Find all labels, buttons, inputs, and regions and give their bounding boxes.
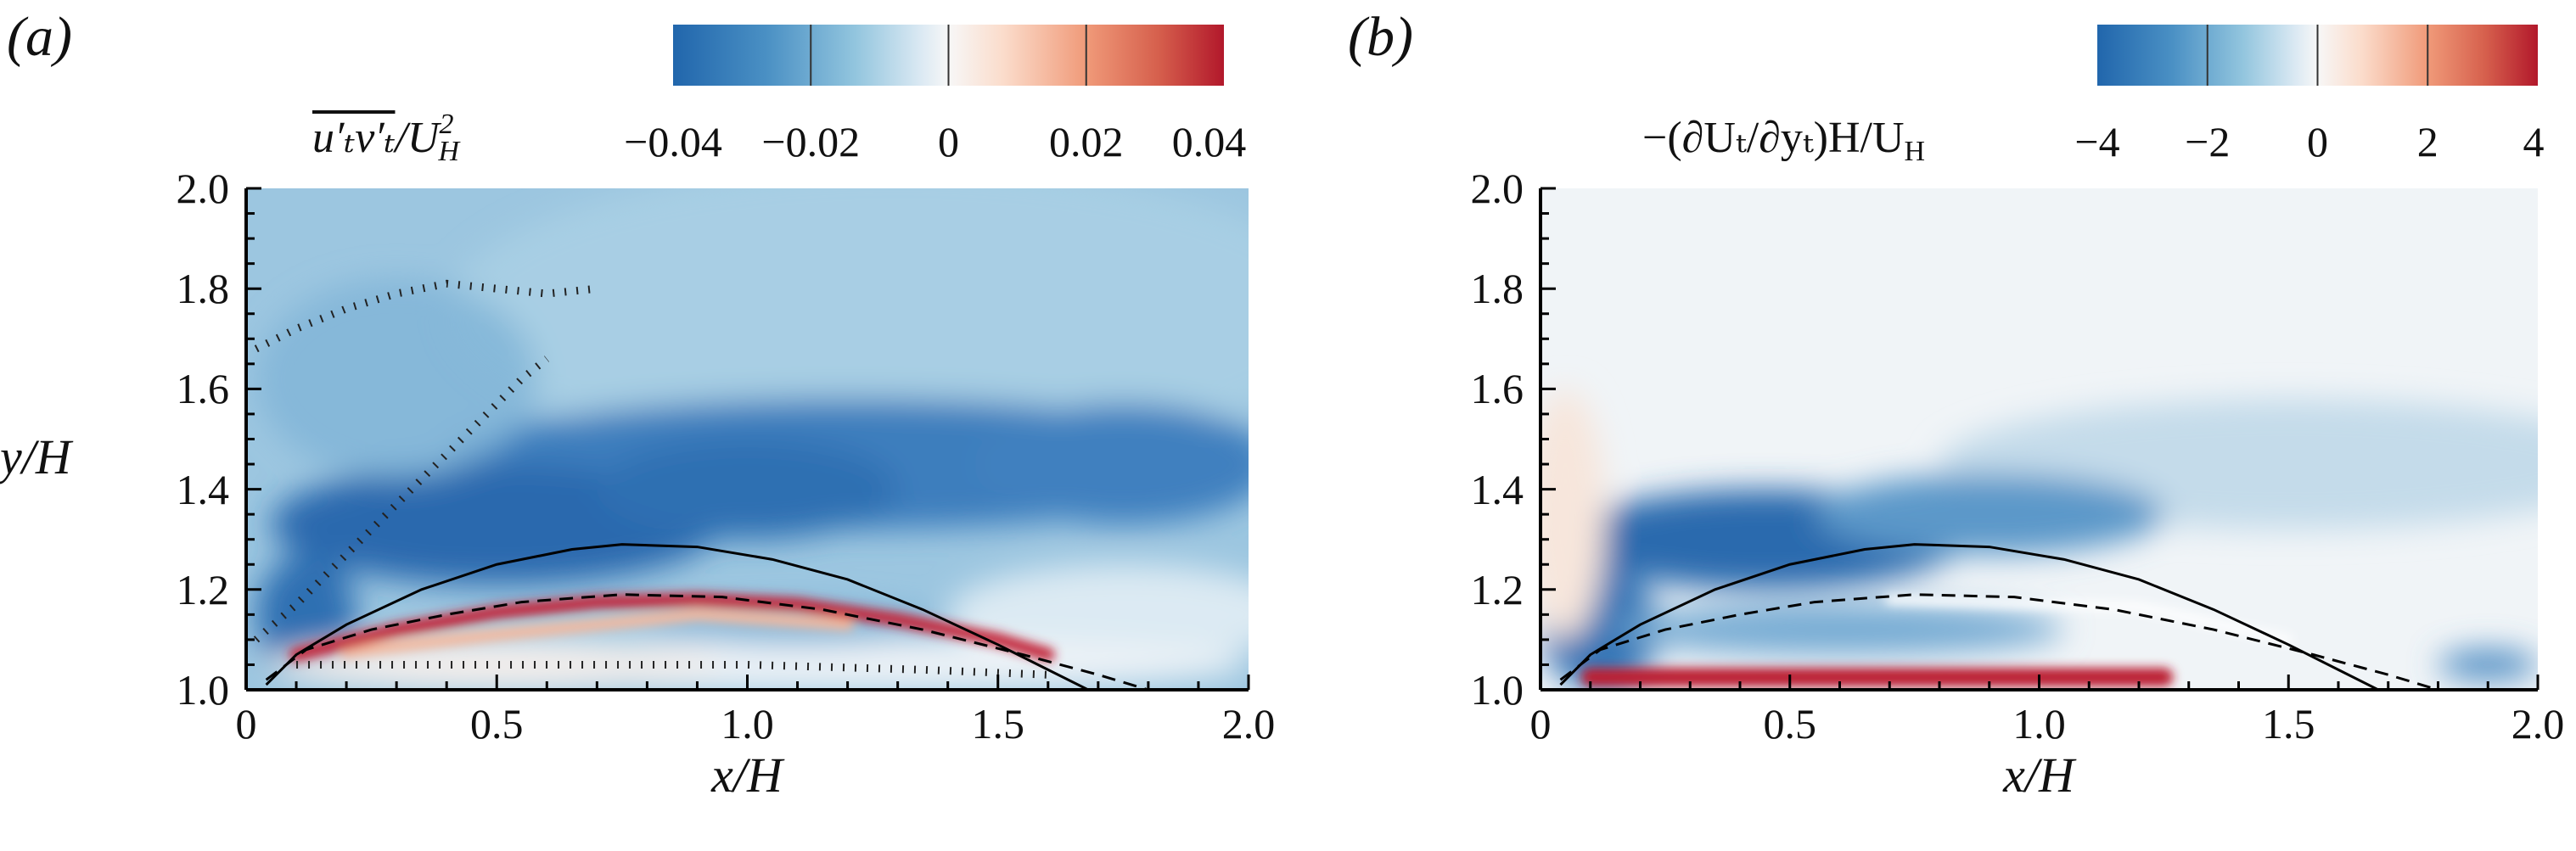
panel-a-y-axis-label: y/H [0,429,71,484]
contour-solid [265,543,1089,690]
panel-b-plot [1539,187,2540,691]
y-tick-label: 1.6 [176,365,230,413]
x-tick-label: 1.5 [2262,700,2315,747]
colorbar-tick-label: 0.04 [1171,118,1247,165]
panel-b-colorbar-label: −(∂Uₜ/∂yₜ)H/UH [1642,112,1925,168]
y-tick-label: 1.6 [1470,365,1524,413]
x-tick-label: 0.5 [470,700,524,747]
y-tick-label: 1.0 [176,666,230,714]
panel-b-label: (b) [1348,6,1413,68]
heatmap-band [1885,595,2293,644]
colorbar-tick-label: −2 [2185,118,2231,165]
colorbar-label-rest: /U [395,114,440,162]
y-tick-label: 1.8 [1470,265,1524,313]
x-tick-label: 1.0 [721,700,774,747]
panel-a-colorbar-label: u′ₜv′ₜ/U2H [312,109,459,168]
y-tick-label: 1.4 [176,465,230,513]
y-tick-label: 1.4 [1470,465,1524,513]
colorbar-tick-label: 2 [2416,118,2439,165]
panel-a-plot [244,187,1250,691]
colorbar-label-rest: −(∂Uₜ/∂yₜ)H/U [1642,114,1905,162]
x-tick-label: 0 [235,700,257,747]
colorbar-tick-label: 4 [2523,118,2545,165]
heatmap-band [340,608,854,658]
heatmap-region [1615,604,2064,655]
contour-dashed [265,593,1149,690]
x-tick-label: 0 [1529,700,1552,747]
heatmap-blobs [255,188,1249,690]
colorbar-tick-label: −0.04 [624,118,722,165]
heatmap-region [1815,473,2164,555]
colorbar-label-sup: 2 [439,109,454,140]
colorbar-label-covariance: u′ₜv′ₜ [312,114,396,162]
heatmap-region [1541,389,1606,640]
heatmap-band [289,592,1055,662]
x-tick-label: 1.5 [971,700,1025,747]
colorbar-label-sub: H [1904,136,1926,167]
heatmap-bands [289,592,1055,662]
x-tick-label: 1.0 [2012,700,2066,747]
x-tick-label: 2.0 [1221,700,1276,747]
y-tick-label: 2.0 [1470,165,1524,212]
contour-solid [1559,543,2379,690]
heatmap-field [246,188,1249,690]
panel-a-label: (a) [7,6,72,68]
heatmap-region [947,564,1249,665]
heatmap-region [597,439,898,540]
heatmap-bands [1580,595,2293,687]
colorbar-dividers [810,25,2429,86]
x-tick-label: 0.5 [1763,700,1817,747]
colorbar-tick-label: −4 [2074,118,2120,165]
colorbar-label-sub: H [438,136,460,167]
x-tick-label: 2.0 [2511,700,2565,747]
colorbar-tick-label: 0.02 [1049,118,1124,165]
y-tick-label: 1.0 [1470,666,1524,714]
y-tick-label: 1.2 [1470,565,1524,613]
panel-a-x-axis-label: x/H [711,747,783,803]
heatmap-region [255,278,537,479]
colorbar-tick-label: −0.02 [761,118,861,165]
heatmap-region [2438,649,2538,680]
colorbar-tick-label: 0 [938,118,959,165]
heatmap-field [1541,188,2538,690]
colorbar-tick-label: 0 [2307,118,2328,165]
heatmap-region [446,188,1249,464]
y-tick-label: 1.8 [176,265,230,313]
heatmap-region [973,404,1249,524]
heatmap-blobs [1541,389,2538,690]
y-tick-label: 1.2 [176,565,230,613]
contour-dashed [1559,593,2439,690]
y-tick-label: 2.0 [176,165,230,212]
panel-b-x-axis-label: x/H [2003,747,2074,803]
